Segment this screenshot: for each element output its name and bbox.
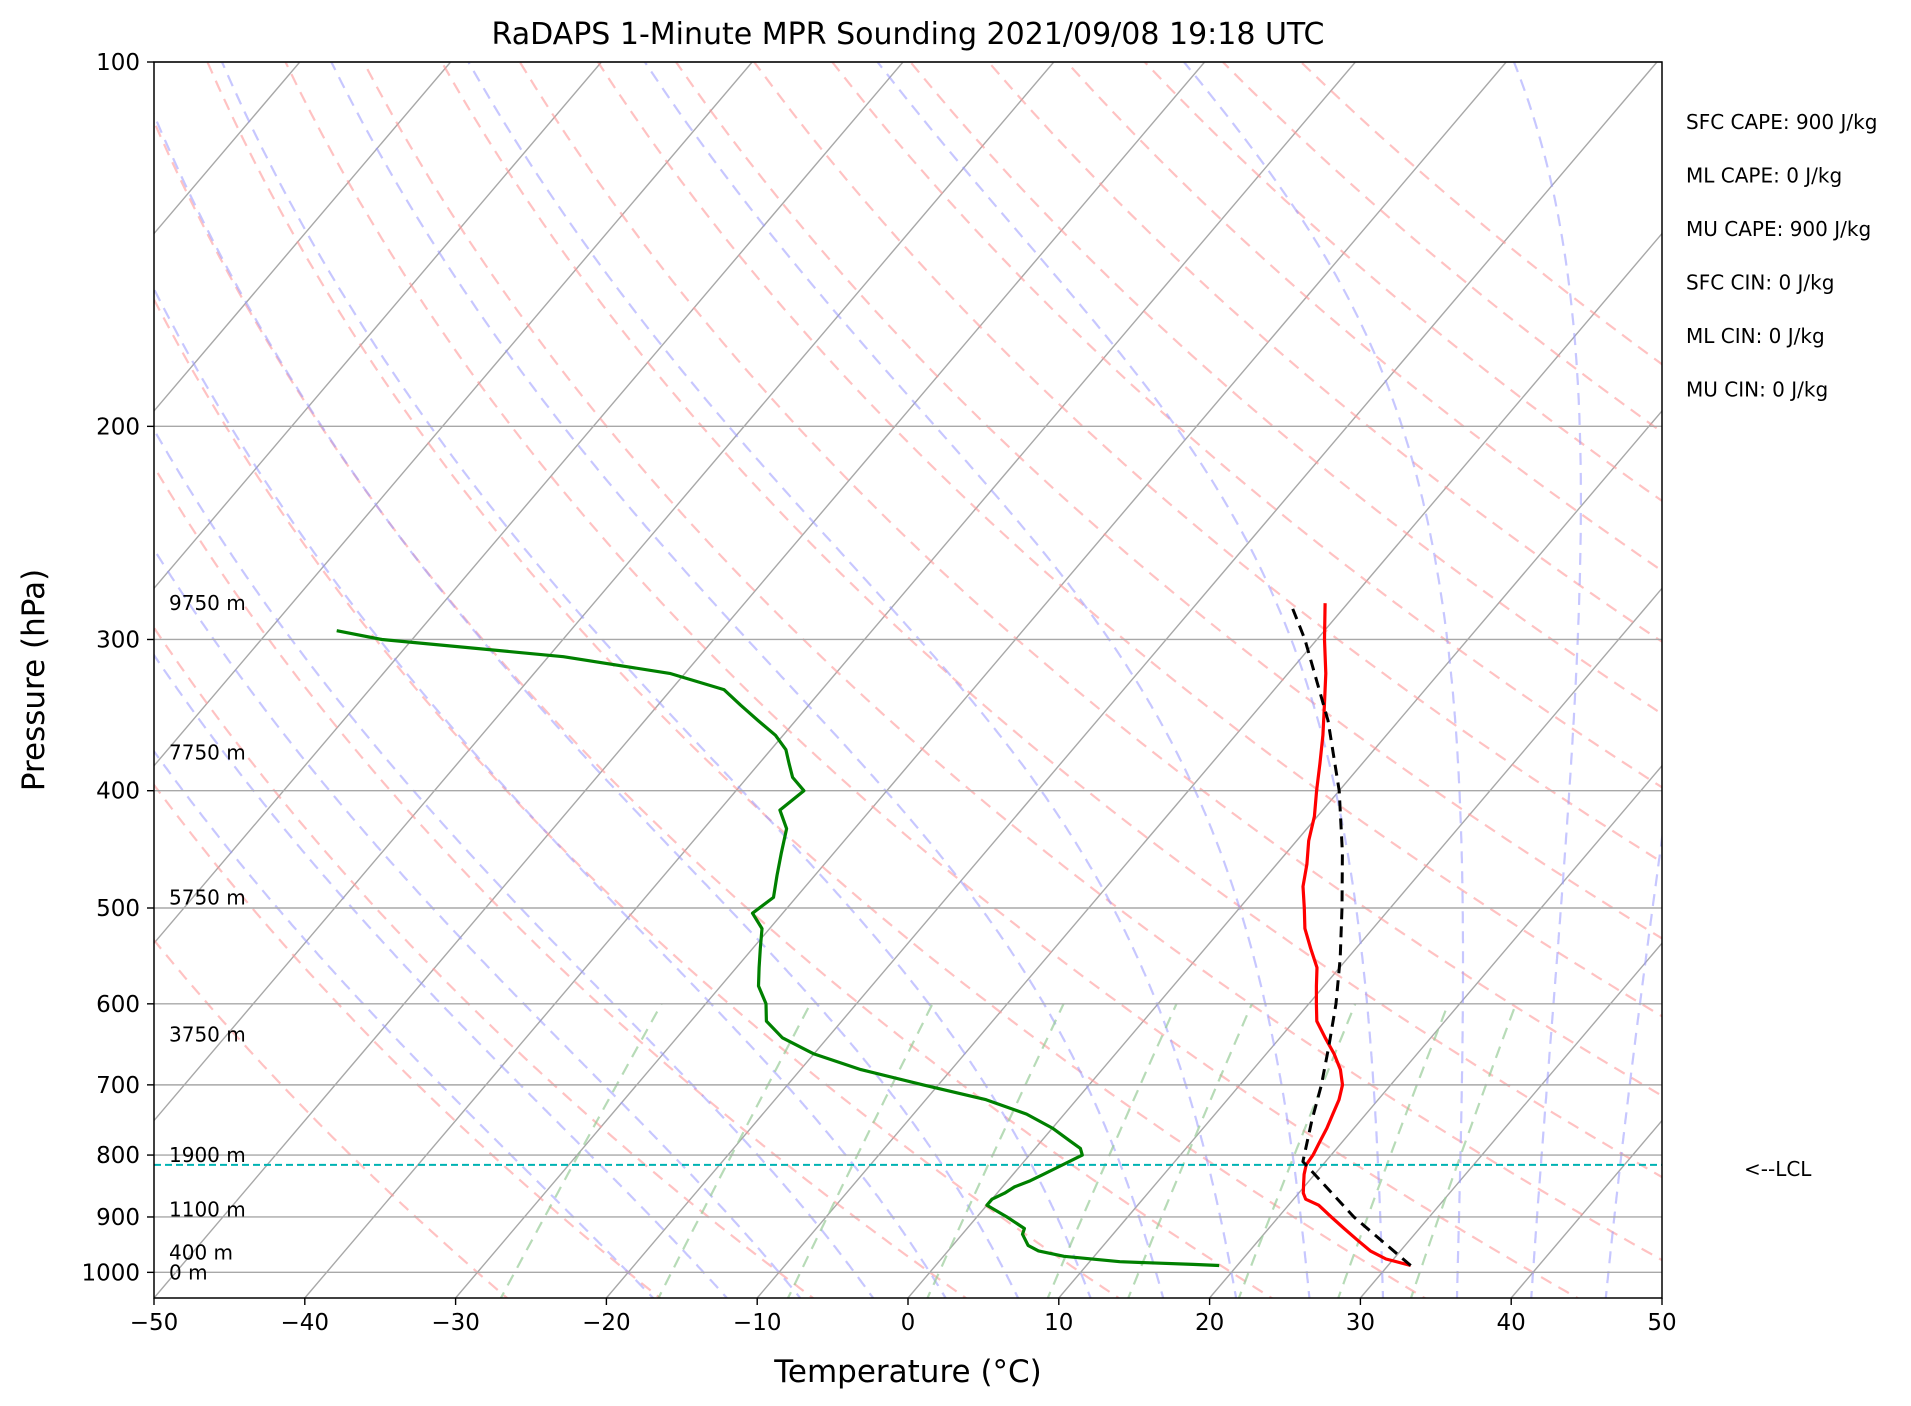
height-label: 9750 m bbox=[169, 591, 246, 615]
annotation-text: SFC CAPE: 900 J/kg bbox=[1686, 110, 1877, 134]
mixing-ratio-line bbox=[499, 1003, 663, 1298]
x-tick-label: 40 bbox=[1497, 1310, 1526, 1336]
isotherm-line bbox=[154, 62, 1055, 1122]
dry-adiabat-line bbox=[752, 62, 1662, 864]
dry-adiabat-line bbox=[154, 783, 662, 1298]
mixing-ratio-line bbox=[926, 1003, 1065, 1298]
y-axis-label: Pressure (hPa) bbox=[16, 569, 52, 791]
y-tick-label: 500 bbox=[96, 896, 140, 922]
height-label: 5750 m bbox=[169, 885, 246, 909]
x-tick-label: −40 bbox=[281, 1310, 330, 1336]
x-tick-label: 0 bbox=[901, 1310, 916, 1336]
dry-adiabat-line bbox=[908, 62, 1662, 716]
annotation-text: MU CAPE: 900 J/kg bbox=[1686, 217, 1871, 241]
y-tick-label: 900 bbox=[96, 1205, 140, 1231]
isotherm-line bbox=[455, 62, 1507, 1298]
annotation-text: ML CIN: 0 J/kg bbox=[1686, 324, 1825, 348]
x-tick-label: −20 bbox=[582, 1310, 631, 1336]
moist-adiabat-line bbox=[330, 62, 1165, 1298]
mixing-ratio-line bbox=[1127, 1003, 1253, 1298]
moist-adiabat-line bbox=[154, 547, 802, 1298]
height-label: 400 m bbox=[169, 1241, 233, 1265]
isotherm-line bbox=[1209, 764, 1662, 1298]
x-tick-label: −10 bbox=[733, 1310, 782, 1336]
isotherm-line bbox=[1058, 587, 1662, 1298]
y-tick-label: 300 bbox=[96, 627, 140, 653]
dry-adiabat-line bbox=[154, 297, 1121, 1298]
dry-adiabat-line bbox=[362, 62, 1662, 1262]
isotherm-line bbox=[605, 62, 1658, 1298]
isotherm-line bbox=[154, 62, 1206, 1298]
pressure-gridlines bbox=[154, 61, 1662, 1274]
height-label: 0 m bbox=[169, 1260, 208, 1284]
height-label: 1100 m bbox=[169, 1197, 246, 1221]
height-label: 7750 m bbox=[169, 741, 246, 765]
y-tick-label: 100 bbox=[96, 50, 140, 76]
isotherm-line bbox=[907, 409, 1662, 1298]
moist-adiabat-line bbox=[154, 653, 729, 1298]
x-tick-label: 20 bbox=[1195, 1310, 1224, 1336]
isotherm-line bbox=[304, 62, 1356, 1298]
x-tick-label: 10 bbox=[1044, 1310, 1073, 1336]
y-tick-label: 400 bbox=[96, 779, 140, 805]
y-tick-label: 700 bbox=[96, 1073, 140, 1099]
mixing-ratio-line bbox=[1237, 1003, 1357, 1298]
dry-adiabat-line bbox=[154, 938, 509, 1298]
isotherm-line bbox=[154, 62, 753, 767]
x-axis-label: Temperature (°C) bbox=[773, 1354, 1042, 1390]
isotherm-line bbox=[1359, 942, 1662, 1298]
y-tick-label: 200 bbox=[96, 414, 140, 440]
sounding-traces bbox=[336, 602, 1412, 1268]
moist-adiabat-line bbox=[220, 62, 1092, 1298]
y-tick-label: 600 bbox=[96, 992, 140, 1018]
dry-adiabat-line bbox=[1065, 62, 1662, 573]
dry-adiabat-line bbox=[154, 118, 1274, 1298]
x-axis-ticks: −50 −40 −30 −20 −10 0 10 20 30 40 50 bbox=[130, 1298, 1677, 1336]
moist-adiabat-line bbox=[467, 62, 1238, 1298]
moist-adiabat-line bbox=[154, 111, 1020, 1298]
cape-cin-annotations: SFC CAPE: 900 J/kg ML CAPE: 0 J/kg MU CAPE… bbox=[1686, 110, 1877, 402]
dry-adiabat-line bbox=[440, 62, 1662, 1179]
dry-adiabat-line bbox=[154, 625, 815, 1298]
isotherm-line bbox=[154, 62, 452, 413]
moist-adiabat-line bbox=[1604, 830, 1662, 1298]
dry-adiabat-line bbox=[830, 62, 1662, 789]
chart-title: RaDAPS 1-Minute MPR Sounding 2021/09/08 … bbox=[492, 17, 1325, 52]
annotation-text: ML CAPE: 0 J/kg bbox=[1686, 164, 1842, 188]
isotherm-line bbox=[1661, 1296, 1662, 1298]
plot-frame bbox=[153, 61, 1663, 1299]
series-line-2 bbox=[1289, 602, 1412, 1267]
x-tick-label: 50 bbox=[1647, 1310, 1676, 1336]
isotherm-line bbox=[1510, 1119, 1662, 1298]
series-line-0 bbox=[1301, 603, 1412, 1268]
lcl-label: <--LCL bbox=[1744, 1157, 1812, 1181]
mixing-ratio-line bbox=[657, 1003, 812, 1298]
mixing-ratio-line bbox=[1337, 1003, 1450, 1298]
isotherm-line bbox=[154, 62, 602, 590]
moist-adiabat-line bbox=[154, 749, 655, 1298]
dry-adiabat-line bbox=[206, 62, 1427, 1298]
height-labels: 9750 m 7750 m 5750 m 3750 m 1900 m 1100 m 400 … bbox=[169, 591, 246, 1284]
background-reference-lines bbox=[154, 62, 1662, 1298]
annotation-text: SFC CIN: 0 J/kg bbox=[1686, 271, 1834, 295]
y-tick-label: 1000 bbox=[81, 1260, 140, 1286]
height-label: 1900 m bbox=[169, 1143, 246, 1167]
mixing-ratio-line bbox=[786, 1003, 934, 1298]
y-tick-label: 800 bbox=[96, 1143, 140, 1169]
mixing-ratio-line bbox=[1409, 1003, 1517, 1298]
x-tick-label: 30 bbox=[1346, 1310, 1375, 1336]
annotation-text: MU CIN: 0 J/kg bbox=[1686, 378, 1828, 402]
moist-adiabat-line bbox=[1512, 62, 1582, 1298]
x-tick-label: −30 bbox=[431, 1310, 480, 1336]
height-label: 3750 m bbox=[169, 1022, 246, 1046]
dry-adiabat-line bbox=[154, 464, 968, 1298]
x-tick-label: −50 bbox=[130, 1310, 179, 1336]
isotherm-line bbox=[154, 62, 904, 945]
y-axis-ticks: 1000 900 800 700 600 500 400 300 200 100 bbox=[81, 50, 154, 1286]
series-line-1 bbox=[336, 629, 1220, 1268]
mixing-ratio-line bbox=[1046, 1003, 1178, 1298]
dry-adiabat-line bbox=[518, 62, 1662, 1098]
